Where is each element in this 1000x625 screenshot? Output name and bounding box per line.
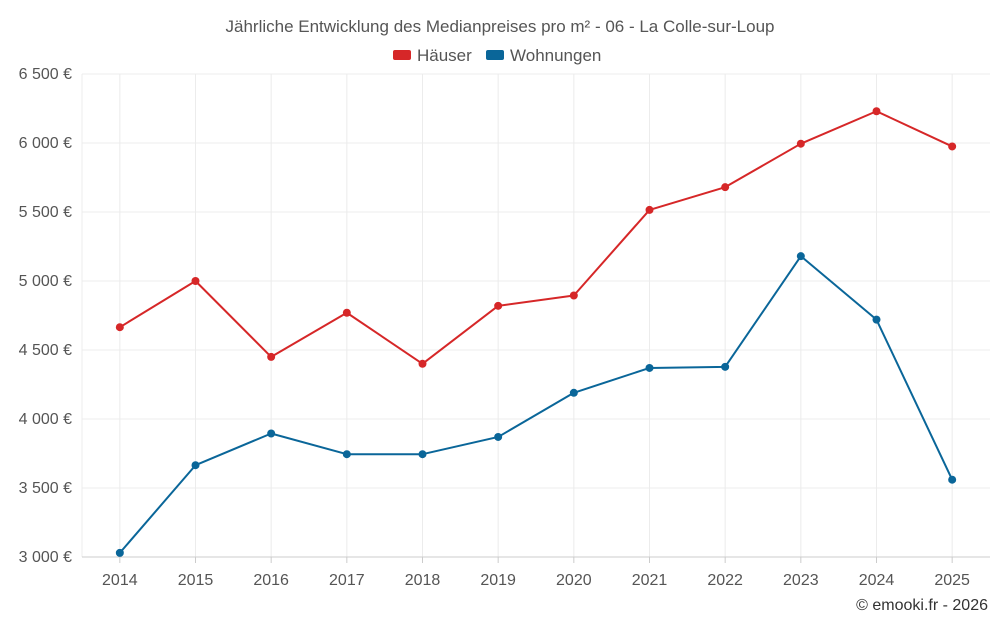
data-point (267, 429, 276, 438)
y-tick-label: 4 500 € (19, 342, 72, 359)
data-point (645, 363, 654, 372)
y-tick-label: 6 000 € (19, 135, 72, 152)
data-point (342, 450, 351, 459)
footer-credit: © emooki.fr - 2026 (856, 597, 988, 614)
data-point (796, 252, 805, 261)
y-tick-label: 5 500 € (19, 204, 72, 221)
x-tick-label: 2017 (329, 572, 365, 589)
data-point (418, 359, 427, 368)
series-line (119, 110, 953, 365)
data-point (115, 323, 124, 332)
grid (81, 73, 990, 558)
data-point (645, 205, 654, 214)
data-point (494, 301, 503, 310)
x-tick-label: 2023 (783, 572, 819, 589)
series-line (119, 255, 954, 554)
x-tick-label: 2018 (405, 572, 441, 589)
data-point (267, 352, 276, 361)
data-point (569, 388, 578, 397)
x-axis: 2014 2015 2016 2017 2018 2019 2020 2021 2022 2023… (82, 556, 990, 589)
y-tick-label: 4 000 € (19, 411, 72, 428)
x-tick-label: 2024 (859, 572, 895, 589)
x-tick-label: 2020 (556, 572, 592, 589)
data-point (569, 291, 578, 300)
data-point (418, 450, 427, 459)
x-tick-label: 2016 (253, 572, 289, 589)
data-point (115, 548, 124, 557)
data-point (721, 183, 730, 192)
data-point (948, 142, 957, 151)
data-point (191, 461, 200, 470)
data-point (494, 432, 503, 441)
x-tick-label: 2015 (178, 572, 214, 589)
y-axis: 3 000 € 3 500 € 4 000 € 4 500 € 5 000 € 5 500… (19, 66, 72, 566)
chart-title: Jährliche Entwicklung des Medianpreises … (226, 17, 775, 36)
series-group (115, 107, 957, 557)
x-tick-label: 2022 (707, 572, 743, 589)
x-tick-label: 2025 (934, 572, 970, 589)
data-point (872, 107, 881, 116)
y-tick-label: 5 000 € (19, 273, 72, 290)
legend-item-wohnungen[interactable]: Wohnungen (486, 46, 601, 65)
legend-item-haeuser[interactable]: Häuser (393, 46, 472, 65)
y-tick-label: 6 500 € (19, 66, 72, 83)
series-wohnungen (115, 252, 957, 557)
legend-label: Häuser (417, 46, 472, 65)
series-haeuser (115, 107, 957, 368)
data-point (872, 315, 881, 324)
data-point (796, 139, 805, 148)
x-tick-label: 2019 (480, 572, 516, 589)
x-tick-label: 2014 (102, 572, 138, 589)
data-point (342, 308, 351, 317)
y-tick-label: 3 500 € (19, 480, 72, 497)
legend: Häuser Wohnungen (393, 46, 601, 65)
y-tick-label: 3 000 € (19, 549, 72, 566)
legend-label: Wohnungen (510, 46, 601, 65)
data-point (948, 475, 957, 484)
x-tick-label: 2021 (632, 572, 668, 589)
legend-swatch (486, 50, 504, 60)
data-point (721, 362, 730, 371)
legend-swatch (393, 50, 411, 60)
data-point (191, 277, 200, 285)
